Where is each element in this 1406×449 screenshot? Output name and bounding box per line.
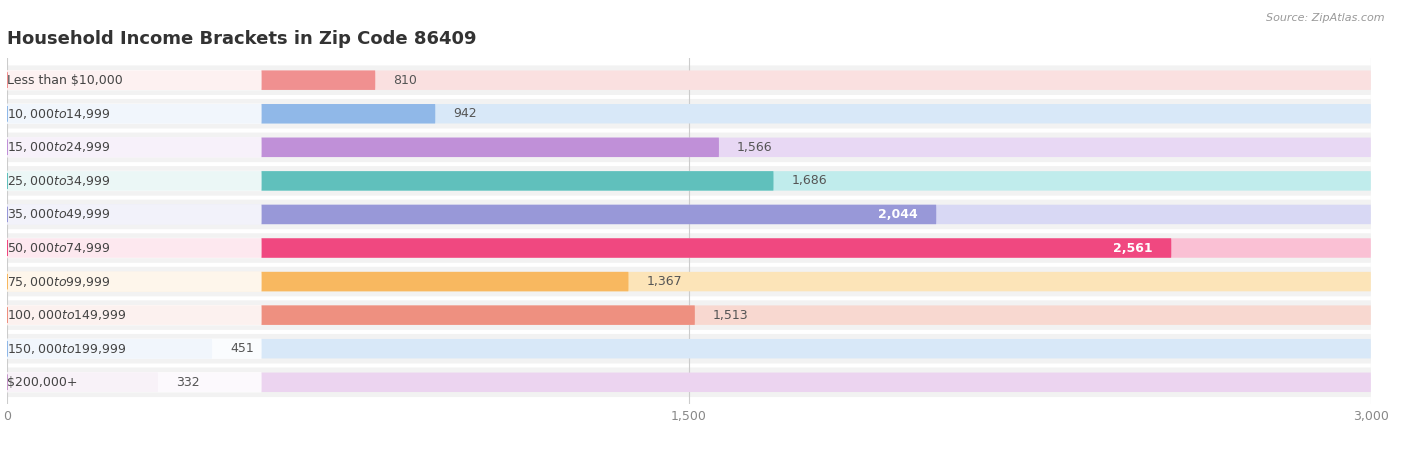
FancyBboxPatch shape [7, 272, 628, 291]
FancyBboxPatch shape [7, 99, 1371, 128]
Text: 1,686: 1,686 [792, 174, 827, 187]
FancyBboxPatch shape [7, 238, 1171, 258]
FancyBboxPatch shape [7, 271, 262, 292]
FancyBboxPatch shape [7, 104, 262, 124]
FancyBboxPatch shape [7, 272, 1371, 291]
FancyBboxPatch shape [7, 70, 375, 90]
Text: 451: 451 [231, 342, 254, 355]
FancyBboxPatch shape [7, 233, 1371, 263]
FancyBboxPatch shape [7, 368, 1371, 397]
Text: $200,000+: $200,000+ [7, 376, 77, 389]
FancyBboxPatch shape [7, 205, 936, 224]
Text: 332: 332 [176, 376, 200, 389]
Text: $15,000 to $24,999: $15,000 to $24,999 [7, 141, 111, 154]
FancyBboxPatch shape [7, 171, 1371, 191]
Text: Household Income Brackets in Zip Code 86409: Household Income Brackets in Zip Code 86… [7, 31, 477, 48]
FancyBboxPatch shape [7, 238, 262, 258]
Text: $75,000 to $99,999: $75,000 to $99,999 [7, 275, 111, 289]
FancyBboxPatch shape [7, 339, 262, 359]
FancyBboxPatch shape [7, 137, 262, 158]
Text: $35,000 to $49,999: $35,000 to $49,999 [7, 207, 111, 221]
FancyBboxPatch shape [7, 66, 1371, 95]
FancyBboxPatch shape [7, 305, 695, 325]
FancyBboxPatch shape [7, 305, 1371, 325]
FancyBboxPatch shape [7, 204, 262, 224]
FancyBboxPatch shape [7, 372, 262, 392]
Text: 1,367: 1,367 [647, 275, 682, 288]
Text: $150,000 to $199,999: $150,000 to $199,999 [7, 342, 127, 356]
FancyBboxPatch shape [7, 171, 262, 191]
FancyBboxPatch shape [7, 137, 1371, 157]
FancyBboxPatch shape [7, 166, 1371, 196]
FancyBboxPatch shape [7, 339, 1371, 358]
Text: $10,000 to $14,999: $10,000 to $14,999 [7, 107, 111, 121]
Text: Less than $10,000: Less than $10,000 [7, 74, 124, 87]
FancyBboxPatch shape [7, 137, 718, 157]
FancyBboxPatch shape [7, 104, 436, 123]
FancyBboxPatch shape [7, 300, 1371, 330]
Text: 2,561: 2,561 [1114, 242, 1153, 255]
Text: 1,566: 1,566 [737, 141, 773, 154]
FancyBboxPatch shape [7, 339, 212, 358]
Text: 810: 810 [394, 74, 418, 87]
FancyBboxPatch shape [7, 205, 1371, 224]
FancyBboxPatch shape [7, 70, 1371, 90]
Text: $100,000 to $149,999: $100,000 to $149,999 [7, 308, 127, 322]
FancyBboxPatch shape [7, 104, 1371, 123]
Text: 942: 942 [454, 107, 477, 120]
FancyBboxPatch shape [7, 238, 1371, 258]
Text: 1,513: 1,513 [713, 308, 748, 321]
Text: Source: ZipAtlas.com: Source: ZipAtlas.com [1267, 13, 1385, 23]
Text: $25,000 to $34,999: $25,000 to $34,999 [7, 174, 111, 188]
Text: $50,000 to $74,999: $50,000 to $74,999 [7, 241, 111, 255]
FancyBboxPatch shape [7, 334, 1371, 364]
Text: 2,044: 2,044 [879, 208, 918, 221]
FancyBboxPatch shape [7, 267, 1371, 296]
FancyBboxPatch shape [7, 373, 157, 392]
FancyBboxPatch shape [7, 305, 262, 326]
FancyBboxPatch shape [7, 70, 262, 90]
FancyBboxPatch shape [7, 373, 1371, 392]
FancyBboxPatch shape [7, 171, 773, 191]
FancyBboxPatch shape [7, 200, 1371, 229]
FancyBboxPatch shape [7, 132, 1371, 162]
